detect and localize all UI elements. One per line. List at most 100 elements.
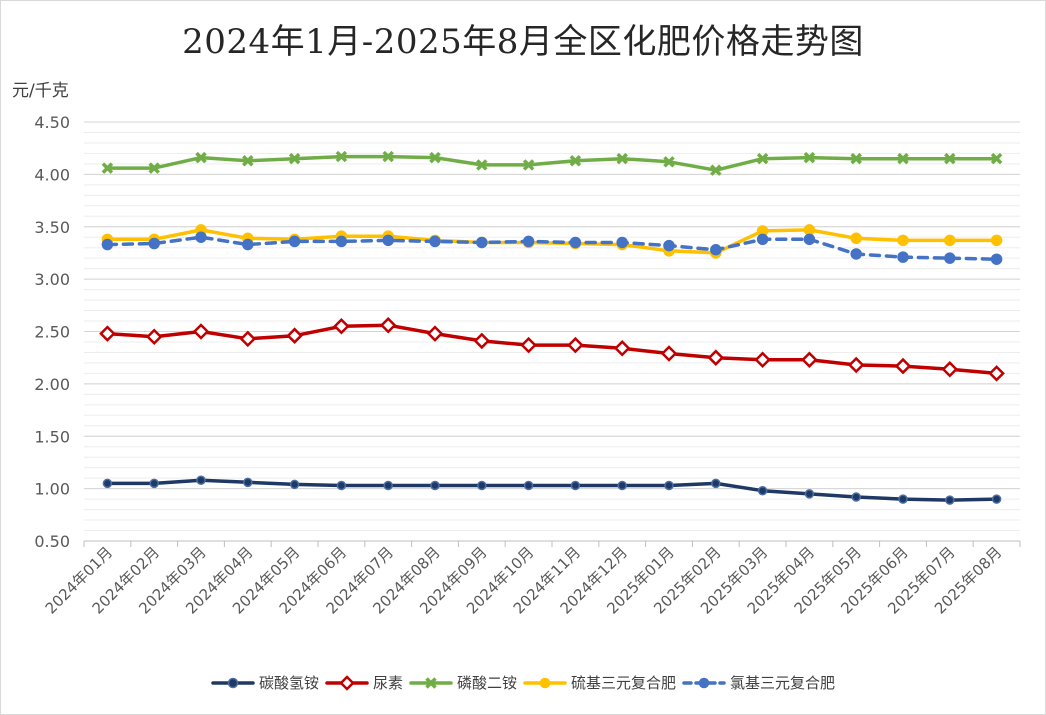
series-3 bbox=[101, 150, 1003, 176]
data-point-stroke bbox=[242, 155, 254, 167]
y-tick-label: 1.00 bbox=[34, 480, 70, 499]
data-point bbox=[850, 248, 862, 260]
data-point-stroke bbox=[288, 152, 301, 165]
legend-item: 磷酸二铵 bbox=[409, 672, 517, 693]
data-point bbox=[660, 345, 678, 362]
data-point bbox=[145, 328, 163, 346]
data-point bbox=[847, 356, 865, 374]
data-point-stroke bbox=[616, 152, 628, 165]
data-point bbox=[382, 234, 394, 247]
legend-label: 碳酸氢铵 bbox=[258, 674, 319, 692]
data-point bbox=[99, 325, 116, 342]
data-point-stroke bbox=[195, 151, 207, 164]
series-2 bbox=[99, 316, 1005, 382]
data-point bbox=[850, 232, 862, 245]
data-point bbox=[476, 159, 488, 171]
data-point bbox=[379, 316, 397, 334]
data-point bbox=[663, 239, 675, 252]
data-point-stroke bbox=[897, 152, 909, 165]
data-point bbox=[149, 478, 159, 489]
data-point bbox=[897, 234, 909, 247]
data-point-stroke bbox=[429, 151, 441, 164]
data-point-stroke bbox=[101, 162, 114, 174]
data-point bbox=[286, 327, 303, 344]
series-5 bbox=[101, 231, 1003, 265]
data-point bbox=[339, 674, 355, 691]
series-line bbox=[105, 235, 999, 261]
data-point bbox=[243, 477, 253, 488]
data-point bbox=[102, 478, 113, 489]
series-line bbox=[105, 478, 999, 502]
legend-item: 尿素 bbox=[325, 672, 403, 693]
legend-swatch bbox=[325, 674, 369, 691]
data-point bbox=[196, 475, 206, 485]
y-tick-label: 2.50 bbox=[34, 323, 70, 342]
data-point bbox=[851, 492, 861, 502]
legend-label: 氯基三元复合肥 bbox=[730, 674, 836, 692]
chart-title: 2024年1月-2025年8月全区化肥价格走势图 bbox=[182, 22, 864, 62]
data-point bbox=[195, 151, 207, 164]
data-point bbox=[945, 495, 955, 505]
data-point bbox=[710, 244, 722, 256]
data-point bbox=[476, 236, 488, 249]
data-point-stroke bbox=[569, 155, 582, 167]
data-point bbox=[101, 238, 114, 251]
data-point bbox=[941, 360, 959, 378]
data-point-stroke bbox=[944, 152, 956, 165]
data-point bbox=[664, 480, 674, 491]
data-point-stroke bbox=[148, 162, 160, 174]
legend-swatch bbox=[409, 676, 453, 689]
data-point bbox=[425, 676, 437, 689]
legend-item: 硫基三元复合肥 bbox=[523, 672, 676, 693]
data-point bbox=[990, 234, 1003, 247]
data-point-stroke bbox=[710, 164, 722, 176]
y-tick-label: 3.00 bbox=[34, 270, 70, 289]
y-tick-label: 4.00 bbox=[34, 165, 70, 184]
data-point bbox=[333, 317, 350, 335]
data-point bbox=[192, 323, 210, 340]
data-point-stroke bbox=[425, 676, 437, 689]
data-point bbox=[698, 677, 710, 688]
data-point bbox=[756, 233, 769, 246]
data-point bbox=[801, 351, 818, 369]
data-point bbox=[990, 253, 1003, 265]
data-point bbox=[288, 152, 301, 165]
data-point bbox=[991, 494, 1002, 504]
data-point bbox=[757, 485, 768, 496]
data-point-stroke bbox=[756, 152, 769, 165]
data-point bbox=[242, 155, 254, 167]
data-point bbox=[990, 152, 1003, 165]
data-point bbox=[894, 357, 912, 375]
data-point bbox=[429, 235, 441, 248]
data-point bbox=[616, 236, 628, 249]
data-point-stroke bbox=[335, 150, 348, 163]
data-point bbox=[382, 150, 394, 163]
data-point bbox=[617, 480, 627, 491]
data-point bbox=[897, 251, 909, 263]
legend-swatch bbox=[523, 677, 567, 688]
data-point bbox=[227, 677, 239, 688]
data-point-stroke bbox=[803, 151, 816, 164]
data-point bbox=[335, 235, 348, 248]
y-tick-label: 1.50 bbox=[34, 427, 70, 446]
data-point bbox=[522, 235, 535, 248]
data-point bbox=[711, 478, 721, 489]
data-point bbox=[289, 479, 300, 490]
data-point bbox=[430, 480, 440, 491]
data-point bbox=[335, 150, 348, 163]
y-tick-label: 3.50 bbox=[34, 218, 70, 237]
chart-legend: 碳酸氢铵 尿素 磷酸二铵 硫基三元复合肥 氯基三元复合肥 bbox=[0, 672, 1046, 693]
data-point bbox=[567, 336, 584, 354]
data-point bbox=[239, 330, 257, 348]
y-tick-label: 0.50 bbox=[34, 532, 70, 551]
data-point bbox=[288, 235, 301, 248]
data-point-stroke bbox=[476, 159, 488, 171]
data-point bbox=[897, 152, 909, 165]
data-point bbox=[850, 152, 862, 165]
series-line bbox=[105, 228, 999, 255]
legend-label: 硫基三元复合肥 bbox=[571, 674, 677, 692]
data-point bbox=[195, 231, 207, 243]
data-point bbox=[944, 252, 956, 264]
series-line bbox=[105, 323, 999, 376]
